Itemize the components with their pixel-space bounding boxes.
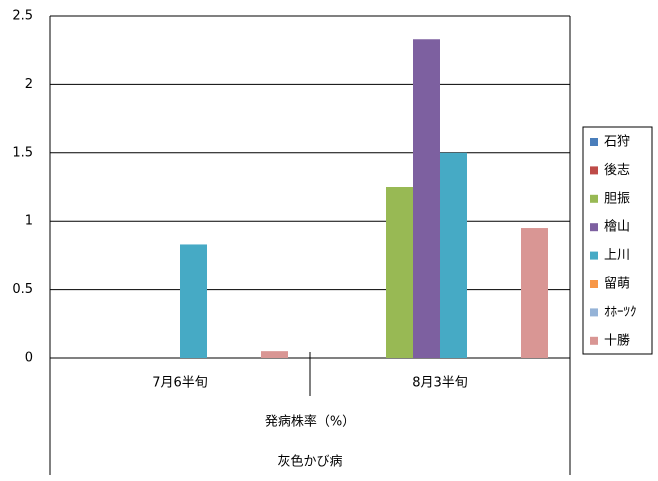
- legend-label: 後志: [604, 163, 630, 178]
- y-tick-label: 1.5: [12, 145, 33, 160]
- category-group-label: 灰色かび病: [277, 454, 342, 470]
- legend-box: [582, 126, 653, 355]
- legend-label: 胆振: [604, 191, 630, 206]
- legend-swatch: [590, 166, 598, 175]
- legend-label: 上川: [604, 248, 630, 263]
- y-tick-label: 0: [25, 351, 33, 366]
- bar: [261, 351, 288, 358]
- legend-label: 檜山: [604, 219, 630, 235]
- x-tick-label: 7月6半旬: [152, 376, 208, 391]
- bar: [180, 244, 207, 358]
- legend-swatch: [590, 138, 598, 146]
- legend-label: 留萌: [604, 277, 630, 292]
- legend-swatch: [590, 308, 598, 317]
- legend-swatch: [590, 280, 598, 288]
- y-tick-label: 1: [25, 214, 33, 229]
- y-tick-label: 2.5: [12, 9, 33, 24]
- x-tick-label: 8月3半旬: [412, 376, 468, 391]
- legend-label: 十勝: [604, 333, 630, 348]
- legend-swatch: [590, 251, 598, 260]
- bar: [386, 187, 413, 358]
- legend-swatch: [590, 194, 598, 203]
- bar: [521, 228, 548, 358]
- legend-label: 石狩: [604, 135, 630, 150]
- category-group-label: 発病株率（%）: [265, 414, 355, 430]
- legend-label: ｵﾎｰﾂｸ: [604, 305, 637, 320]
- bar: [440, 152, 467, 358]
- y-tick-label: 2: [25, 77, 33, 92]
- y-tick-label: 0.5: [12, 282, 33, 297]
- bar: [413, 39, 440, 358]
- legend-swatch: [590, 336, 598, 345]
- legend-swatch: [590, 223, 598, 232]
